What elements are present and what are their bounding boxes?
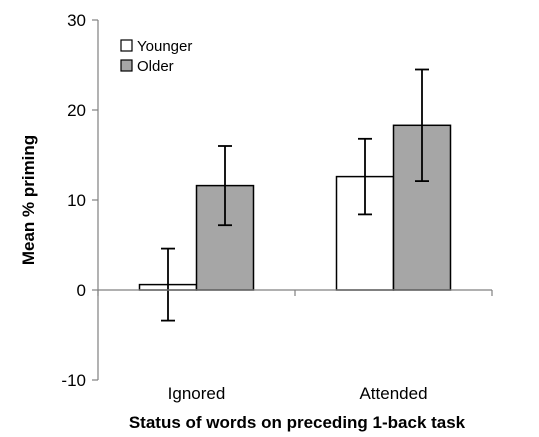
x-axis: Ignored Attended: [97, 289, 493, 403]
y-axis: -10 0 10 20 30: [61, 11, 99, 390]
legend: Younger Older: [120, 38, 192, 75]
y-tick-label: 30: [67, 11, 86, 30]
x-category-label: Ignored: [168, 384, 226, 403]
legend-swatch-younger: [120, 39, 133, 52]
y-tick-label: 20: [67, 101, 86, 120]
x-category-label: Attended: [359, 384, 427, 403]
y-tick-label: 0: [77, 281, 86, 300]
legend-swatch-older: [120, 59, 133, 72]
legend-label-older: Older: [137, 58, 174, 75]
y-tick-label: 10: [67, 191, 86, 210]
y-axis-title: Mean % priming: [19, 135, 38, 265]
x-axis-title: Status of words on preceding 1-back task: [129, 413, 466, 432]
bars: [138, 68, 452, 322]
y-tick-label: -10: [61, 371, 86, 390]
legend-label-younger: Younger: [137, 38, 192, 55]
